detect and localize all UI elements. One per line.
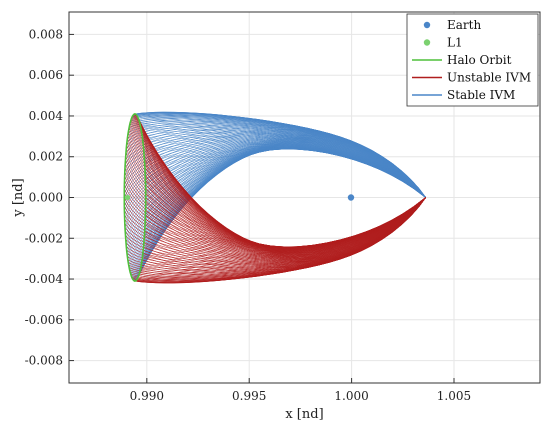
unstable-ivm-trajectory xyxy=(143,151,426,260)
x-tick-labels: 0.990 0.995 1.000 1.005 xyxy=(130,389,472,403)
unstable-ivm-trajectory xyxy=(144,159,426,260)
y-tick-label: 0.008 xyxy=(29,27,63,41)
stable-ivm-trajectory xyxy=(141,139,426,260)
tick-marks xyxy=(69,33,455,383)
y-tick-label: -0.006 xyxy=(25,313,63,327)
x-tick-label: 0.995 xyxy=(232,389,266,403)
x-tick-label: 0.990 xyxy=(130,389,164,403)
legend-label: Halo Orbit xyxy=(447,53,512,67)
legend-marker xyxy=(423,21,431,29)
y-tick-label: -0.004 xyxy=(25,272,64,286)
halo-orbit-line xyxy=(123,113,147,282)
unstable-ivm-trajectory xyxy=(142,141,426,258)
unstable-ivm-series xyxy=(124,113,426,284)
unstable-ivm-trajectory xyxy=(141,132,426,257)
legend-marker xyxy=(423,39,431,46)
legend-label: Unstable IVM xyxy=(447,71,531,85)
legend-label: Earth xyxy=(447,18,481,32)
earth-marker xyxy=(347,194,355,201)
marker-series xyxy=(124,194,355,201)
unstable-ivm-trajectory xyxy=(144,163,426,261)
unstable-ivm-trajectory xyxy=(142,144,426,259)
l1-marker xyxy=(124,194,131,201)
x-tick-label: 1.000 xyxy=(334,389,368,403)
halo-orbit-series xyxy=(123,113,147,282)
y-tick-labels: 0.008 0.006 0.004 0.002 0.000 -0.002 -0.004 -0.… xyxy=(25,27,64,367)
unstable-ivm-trajectory xyxy=(140,127,426,256)
legend: Earth L1 Halo Orbit Unstable IVM Stable IVM xyxy=(406,13,539,107)
stable-ivm-trajectory xyxy=(145,132,426,203)
x-axis-label: x [nd] xyxy=(285,407,323,422)
y-tick-label: 0.000 xyxy=(29,191,63,205)
y-axis-label: y [nd] xyxy=(11,178,26,217)
x-tick-label: 1.005 xyxy=(437,389,471,403)
y-tick-label: 0.002 xyxy=(29,150,63,164)
unstable-ivm-trajectory xyxy=(142,138,426,258)
y-tick-label: -0.002 xyxy=(25,231,63,245)
unstable-ivm-trajectory xyxy=(141,135,426,258)
axes-frame xyxy=(68,11,541,384)
legend-label: Stable IVM xyxy=(447,88,515,102)
stable-ivm-trajectory xyxy=(142,138,426,254)
unstable-ivm-trajectory xyxy=(143,148,426,259)
y-tick-label: -0.008 xyxy=(25,354,63,368)
y-tick-label: 0.004 xyxy=(29,109,64,123)
y-tick-label: 0.006 xyxy=(29,68,63,82)
legend-label: L1 xyxy=(447,36,463,50)
plot-area xyxy=(123,111,426,284)
unstable-ivm-trajectory xyxy=(145,192,426,264)
